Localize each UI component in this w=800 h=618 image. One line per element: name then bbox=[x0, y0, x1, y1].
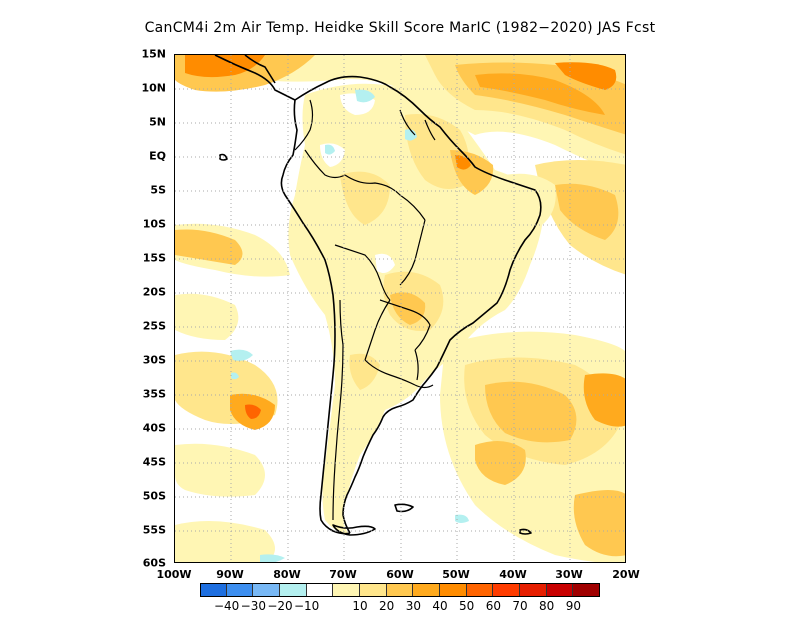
lat-label: 45S bbox=[142, 455, 166, 469]
lon-label: 20W bbox=[612, 568, 640, 581]
lat-label: 10N bbox=[141, 81, 166, 95]
colorbar-tick-label: −20 bbox=[267, 599, 293, 613]
colorbar-tick-label: −10 bbox=[293, 599, 320, 613]
lon-label: 40W bbox=[499, 568, 527, 581]
colorbar-swatch bbox=[386, 583, 414, 597]
lat-label: EQ bbox=[149, 149, 166, 163]
lon-label: 90W bbox=[216, 568, 244, 581]
colorbar-swatch bbox=[466, 583, 494, 597]
colorbar-swatch bbox=[253, 583, 280, 597]
skill-shading-land bbox=[288, 83, 545, 535]
lat-label: 30S bbox=[142, 353, 166, 367]
lon-label: 80W bbox=[273, 568, 301, 581]
lat-lon-grid bbox=[175, 55, 625, 562]
colorbar-swatch bbox=[439, 583, 467, 597]
colorbar-swatch bbox=[306, 583, 334, 597]
lat-label: 60S bbox=[142, 556, 166, 570]
map-title: CanCM4i 2m Air Temp. Heidke Skill Score … bbox=[144, 20, 656, 36]
colorbar bbox=[200, 583, 600, 597]
colorbar-swatch bbox=[519, 583, 547, 597]
colorbar-swatch bbox=[279, 583, 307, 597]
colorbar-tick-label: 30 bbox=[405, 599, 421, 613]
colorbar-swatch bbox=[573, 583, 600, 597]
lon-label: 60W bbox=[386, 568, 414, 581]
colorbar-swatch bbox=[413, 583, 440, 597]
colorbar-tick-label: 10 bbox=[352, 599, 368, 613]
colorbar-tick-label: −30 bbox=[240, 599, 266, 613]
lat-label: 15N bbox=[141, 47, 166, 61]
country-borders bbox=[294, 99, 436, 521]
lon-label: 100W bbox=[156, 568, 192, 581]
colorbar-swatch bbox=[226, 583, 254, 597]
colorbar-tick-label: 70 bbox=[512, 599, 528, 613]
lon-label: 70W bbox=[329, 568, 357, 581]
lat-label: 40S bbox=[142, 421, 166, 435]
lat-label: 25S bbox=[142, 319, 166, 333]
lat-label: 55S bbox=[142, 523, 166, 537]
lat-label: 5N bbox=[149, 115, 166, 129]
colorbar-swatch bbox=[200, 583, 227, 597]
colorbar-tick-label: 80 bbox=[539, 599, 555, 613]
skill-score-map bbox=[174, 54, 626, 563]
lon-label: 50W bbox=[442, 568, 470, 581]
lat-label: 20S bbox=[142, 285, 166, 299]
coastlines bbox=[214, 55, 542, 536]
colorbar-swatch bbox=[546, 583, 574, 597]
lat-label: 50S bbox=[142, 489, 166, 503]
lat-label: 35S bbox=[142, 387, 166, 401]
colorbar-tick-label: 90 bbox=[565, 599, 581, 613]
colorbar-swatch bbox=[359, 583, 387, 597]
colorbar-tick-label: 50 bbox=[459, 599, 475, 613]
lat-label: 15S bbox=[142, 251, 166, 265]
lon-label: 30W bbox=[555, 568, 583, 581]
colorbar-tick-label: 60 bbox=[485, 599, 501, 613]
colorbar-swatch bbox=[493, 583, 520, 597]
colorbar-tick-label: 20 bbox=[379, 599, 395, 613]
colorbar-tick-label: 40 bbox=[432, 599, 448, 613]
lat-label: 10S bbox=[142, 217, 166, 231]
colorbar-tick-label: −40 bbox=[213, 599, 240, 613]
colorbar-swatch bbox=[333, 583, 360, 597]
lat-label: 5S bbox=[150, 183, 166, 197]
